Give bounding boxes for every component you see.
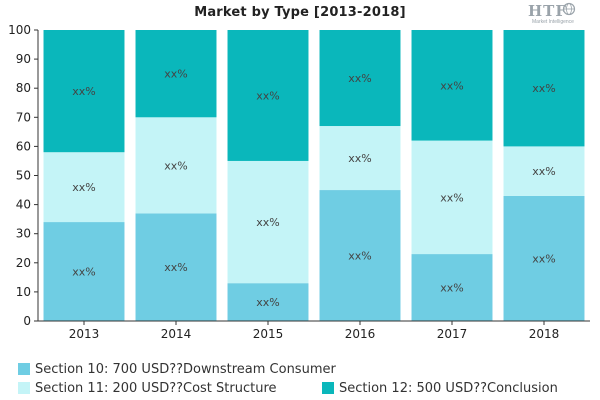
y-tick-label: 70 (16, 110, 31, 124)
bar-segment (319, 30, 401, 127)
y-tick-label: 20 (16, 256, 31, 270)
legend-swatch (18, 363, 30, 375)
x-tick-label: 2015 (253, 327, 284, 341)
bar-segment (43, 152, 125, 223)
y-tick-label: 100 (8, 23, 31, 37)
legend-item-section-12: Section 12: 500 USD??Conclusion (322, 380, 558, 396)
globe-icon (562, 2, 576, 16)
logo-subtitle: Market Intelligence (532, 19, 574, 25)
legend-label: Section 11: 200 USD??Cost Structure (35, 380, 277, 396)
y-tick-label: 50 (16, 169, 31, 183)
bar-segment (411, 254, 493, 321)
legend-swatch (322, 382, 334, 394)
legend-item-section-11: Section 11: 200 USD??Cost Structure (18, 380, 277, 396)
data-label: xx% (532, 165, 555, 178)
stacked-bar-chart: xx% xx% xx% 2013 xx% xx% xx% 2014 xx% xx% xx% 2015 x… (8, 23, 590, 341)
legend-label: Section 12: 500 USD??Conclusion (339, 380, 558, 396)
bar-segment (319, 126, 401, 191)
bar-segment (135, 117, 217, 214)
data-label: xx% (164, 261, 187, 274)
x-tick-label: 2013 (69, 327, 100, 341)
x-tick-label: 2017 (437, 327, 468, 341)
logo-mark: HTF (528, 2, 567, 20)
x-tick-label: 2016 (345, 327, 376, 341)
company-logo: HTF Market Intelligence (528, 2, 592, 28)
y-tick-label: 40 (16, 198, 31, 212)
y-tick-label: 0 (23, 314, 31, 328)
y-tick-label: 30 (16, 227, 31, 241)
bar-segment (135, 213, 217, 321)
data-label: xx% (164, 159, 187, 172)
bar-segment (503, 195, 585, 321)
data-label: xx% (72, 85, 95, 98)
data-label: xx% (440, 282, 463, 295)
data-label: xx% (72, 181, 95, 194)
data-label: xx% (164, 68, 187, 81)
data-label: xx% (72, 266, 95, 279)
bar-segment (411, 30, 493, 141)
data-label: xx% (348, 250, 371, 263)
bar-segment (43, 30, 125, 153)
bar-segment (227, 30, 309, 161)
bar-segment (135, 30, 217, 118)
x-tick-label: 2018 (529, 327, 560, 341)
legend-label: Section 10: 700 USD??Downstream Consumer (35, 361, 336, 377)
bar-segment (503, 146, 585, 196)
chart-title: Market by Type [2013-2018] (194, 5, 406, 20)
bar-segment (227, 160, 309, 284)
bar-segment (43, 222, 125, 321)
y-tick-label: 80 (16, 81, 31, 95)
data-label: xx% (440, 191, 463, 204)
data-label: xx% (440, 79, 463, 92)
data-label: xx% (348, 152, 371, 165)
data-label: xx% (256, 216, 279, 229)
x-tick-label: 2014 (161, 327, 192, 341)
legend-swatch (18, 382, 30, 394)
data-label: xx% (348, 72, 371, 85)
legend-item-section-10: Section 10: 700 USD??Downstream Consumer (18, 361, 336, 377)
y-tick-label: 60 (16, 139, 31, 153)
data-label: xx% (532, 252, 555, 265)
data-label: xx% (256, 89, 279, 102)
bar-segment (411, 140, 493, 255)
y-tick-label: 10 (16, 285, 31, 299)
bar-segment (503, 30, 585, 147)
data-label: xx% (532, 82, 555, 95)
bar-segment (319, 190, 401, 321)
bar-segment (227, 283, 309, 321)
y-tick-label: 90 (16, 52, 31, 66)
data-label: xx% (256, 296, 279, 309)
